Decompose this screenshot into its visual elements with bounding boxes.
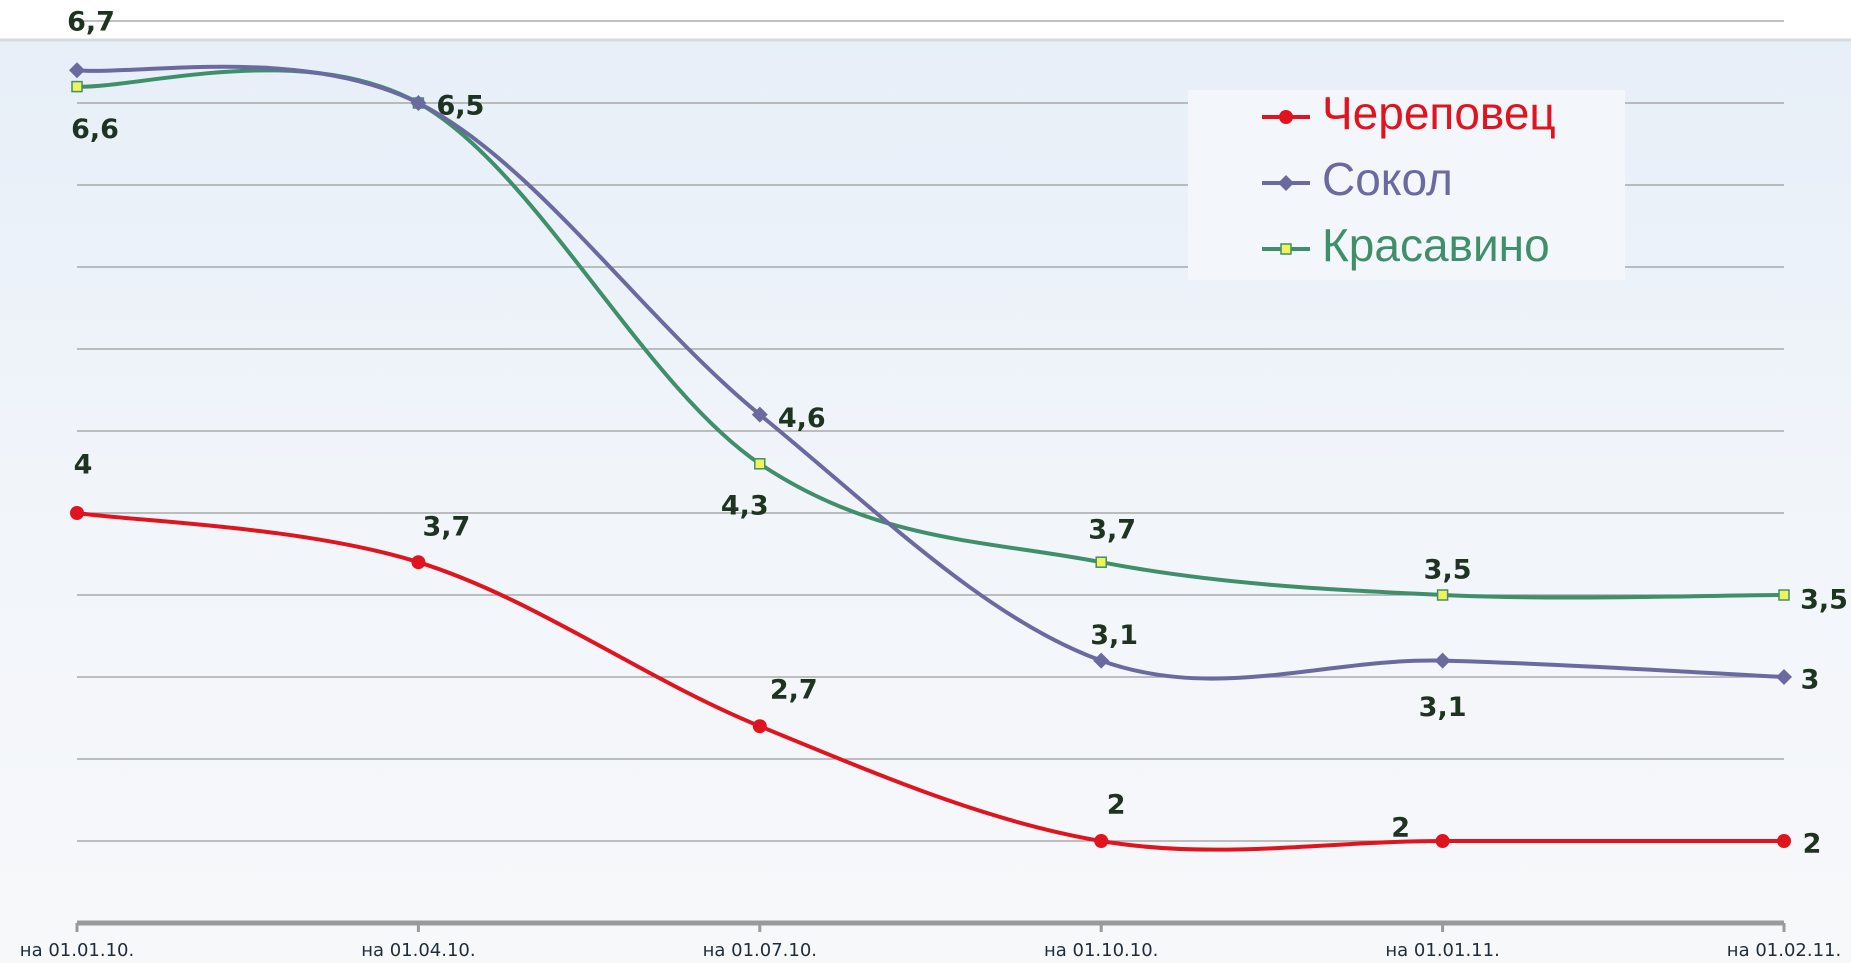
- point: [752, 719, 767, 734]
- data-label: 2: [1803, 829, 1822, 860]
- data-label: 6,6: [71, 114, 119, 145]
- top-strip: [0, 0, 1851, 40]
- series-line: [76, 64, 1785, 681]
- legend-label: Красавино: [1322, 219, 1550, 271]
- legend-background: [1188, 90, 1625, 280]
- legend: Череповец Сокол Красавино: [1262, 87, 1556, 271]
- legend-label: Череповец: [1322, 87, 1556, 139]
- data-label: 4: [74, 450, 93, 481]
- data-label: 3,5: [1424, 555, 1472, 586]
- point: [69, 62, 85, 79]
- point: [1436, 589, 1449, 601]
- point: [1094, 834, 1109, 848]
- data-label: 3,1: [1419, 692, 1467, 723]
- series: 4 3,7 2,7 2 2 2: [70, 450, 1821, 860]
- point: [1435, 834, 1450, 848]
- data-label: 3,5: [1800, 585, 1848, 616]
- x-tick-label: на 01.10.10.: [1044, 940, 1158, 961]
- legend-label: Сокол: [1322, 153, 1453, 205]
- point: [1434, 652, 1451, 669]
- data-label: 4,6: [778, 403, 826, 434]
- data-label: 3,7: [1088, 515, 1136, 546]
- point: [410, 95, 427, 111]
- point: [1776, 669, 1792, 685]
- point: [1093, 652, 1110, 669]
- point: [70, 506, 84, 520]
- data-label: 6,5: [436, 91, 484, 122]
- point: [751, 406, 768, 423]
- x-tick-label: на 01.01.11.: [1385, 940, 1499, 961]
- data-label: 2: [1107, 790, 1126, 821]
- point: [1095, 556, 1107, 568]
- data-label: 2: [1391, 813, 1410, 844]
- point: [71, 80, 83, 93]
- series-line: [76, 511, 1784, 852]
- series: 6,7 6,5 4,6 3,1 3,1 3: [67, 7, 1819, 723]
- x-tick-label: на 01.01.10.: [20, 940, 134, 961]
- point: [411, 555, 426, 570]
- data-label: 3,1: [1090, 620, 1138, 651]
- point: [1280, 243, 1292, 255]
- data-label: 2,7: [770, 675, 818, 706]
- plot: на 01.01.10. на 01.04.10. на 01.07.10. на 0…: [20, 7, 1848, 961]
- x-tick-label: на 01.04.10.: [361, 940, 475, 961]
- legend-panel: [1188, 90, 1625, 280]
- point: [1778, 589, 1790, 601]
- data-label: 3: [1801, 665, 1820, 696]
- data-label: 3,7: [422, 512, 470, 543]
- point: [1279, 110, 1293, 124]
- data-label: 4,3: [721, 490, 769, 521]
- data-label: 6,7: [67, 7, 115, 38]
- x-tick-label: на 01.02.11.: [1727, 940, 1841, 961]
- point: [1278, 175, 1294, 191]
- point: [1777, 834, 1791, 848]
- point: [754, 458, 766, 470]
- x-tick-label: на 01.07.10.: [703, 940, 817, 961]
